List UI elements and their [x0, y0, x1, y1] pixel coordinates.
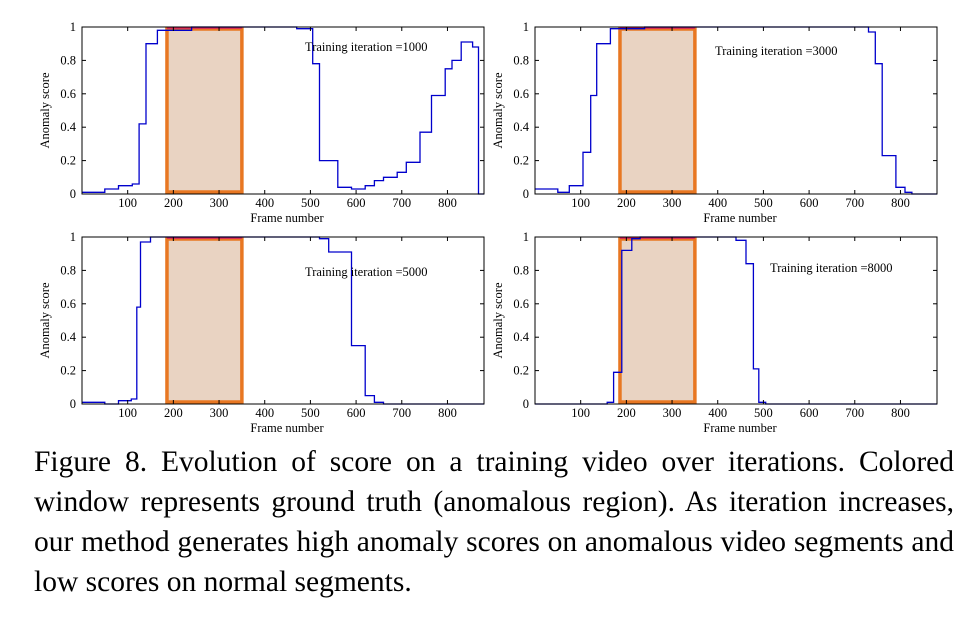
x-tick-label: 300: [210, 406, 229, 420]
chart-panel-2: 100 200 300 400 500 600 700 800 0 0.2 0.4 0.6 0.8 1 Fr…: [491, 20, 938, 225]
y-tick-label: 0.6: [513, 87, 529, 101]
y-axis-label: Anomaly score: [491, 72, 505, 148]
y-tick-label: 0.6: [60, 297, 76, 311]
x-axis-label: Frame number: [703, 211, 777, 225]
x-tick-label: 600: [800, 196, 819, 210]
anomaly-score-line: [82, 26, 484, 195]
x-tick-label: 600: [347, 196, 366, 210]
y-tick-label: 0.8: [513, 53, 529, 67]
y-tick-label: 0.8: [513, 263, 529, 277]
axes-frame: [81, 236, 485, 405]
x-tick-label: 300: [663, 406, 682, 420]
y-axis-label: Anomaly score: [38, 72, 52, 148]
ground-truth-window: [165, 237, 244, 404]
iteration-annotation: Training iteration =5000: [305, 265, 428, 279]
axes-frame: [534, 236, 938, 405]
x-tick-label: 800: [891, 406, 910, 420]
y-tick-label: 0: [523, 397, 529, 411]
y-tick-label: 0.2: [513, 154, 529, 168]
x-axis-label: Frame number: [703, 421, 777, 435]
chart-panel-3: 100 200 300 400 500 600 700 800 0 0.2 0.4 0.6 0.8 1 Fr…: [38, 230, 485, 435]
x-tick-label: 800: [438, 406, 457, 420]
x-tick-label: 700: [392, 196, 411, 210]
y-tick-label: 0.2: [60, 364, 76, 378]
x-tick-label: 700: [392, 406, 411, 420]
y-tick-label: 0.4: [60, 330, 76, 344]
y-axis-label: Anomaly score: [38, 282, 52, 358]
y-tick-label: 0.4: [513, 330, 529, 344]
y-tick-label: 0: [70, 187, 76, 201]
x-tick-label: 200: [164, 196, 183, 210]
y-tick-label: 0.2: [60, 154, 76, 168]
x-tick-label: 500: [301, 196, 320, 210]
iteration-annotation: Training iteration =3000: [715, 44, 838, 58]
y-axis-label: Anomaly score: [491, 282, 505, 358]
y-tick-label: 0.6: [513, 297, 529, 311]
x-tick-label: 400: [708, 196, 727, 210]
y-tick-label: 0: [523, 187, 529, 201]
x-tick-label: 700: [845, 196, 864, 210]
axes-frame: [81, 26, 485, 195]
x-tick-label: 100: [118, 196, 137, 210]
x-tick-label: 500: [754, 196, 773, 210]
ground-truth-window: [618, 27, 697, 194]
x-tick-label: 700: [845, 406, 864, 420]
x-axis-label: Frame number: [250, 421, 324, 435]
chart-panel-4: 100 200 300 400 500 600 700 800 0 0.2 0.4 0.6 0.8 1 Fr…: [491, 230, 938, 435]
figure-caption: Figure 8. Evolution of score on a traini…: [34, 446, 954, 598]
x-tick-label: 200: [617, 406, 636, 420]
y-tick-label: 0.4: [513, 120, 529, 134]
y-tick-label: 1: [70, 230, 76, 244]
x-tick-label: 600: [800, 406, 819, 420]
anomaly-score-line: [82, 236, 484, 405]
ground-truth-window: [165, 27, 244, 194]
x-tick-label: 600: [347, 406, 366, 420]
iteration-annotation: Training iteration =8000: [770, 261, 893, 275]
x-tick-label: 500: [301, 406, 320, 420]
y-tick-label: 0.2: [513, 364, 529, 378]
x-tick-label: 100: [571, 196, 590, 210]
x-tick-label: 300: [210, 196, 229, 210]
y-tick-label: 0.8: [60, 263, 76, 277]
y-tick-label: 0.8: [60, 53, 76, 67]
x-tick-label: 200: [164, 406, 183, 420]
x-tick-label: 500: [754, 406, 773, 420]
x-tick-label: 100: [118, 406, 137, 420]
x-tick-label: 300: [663, 196, 682, 210]
y-tick-label: 1: [70, 20, 76, 34]
x-tick-label: 800: [891, 196, 910, 210]
y-tick-label: 0.6: [60, 87, 76, 101]
y-tick-label: 0: [70, 397, 76, 411]
x-tick-label: 400: [708, 406, 727, 420]
x-axis-label: Frame number: [250, 211, 324, 225]
chart-panel-1: 100 200 300 400 500 600 700 800 0 0.2 0.4 0.6 0.8 1 Fr…: [38, 20, 485, 225]
iteration-annotation: Training iteration =1000: [305, 40, 428, 54]
x-tick-label: 100: [571, 406, 590, 420]
axes-frame: [534, 26, 938, 195]
x-tick-label: 400: [255, 406, 274, 420]
y-tick-label: 1: [523, 20, 529, 34]
x-tick-label: 800: [438, 196, 457, 210]
y-tick-label: 1: [523, 230, 529, 244]
x-tick-label: 200: [617, 196, 636, 210]
y-tick-label: 0.4: [60, 120, 76, 134]
x-tick-label: 400: [255, 196, 274, 210]
ground-truth-window: [618, 237, 697, 404]
